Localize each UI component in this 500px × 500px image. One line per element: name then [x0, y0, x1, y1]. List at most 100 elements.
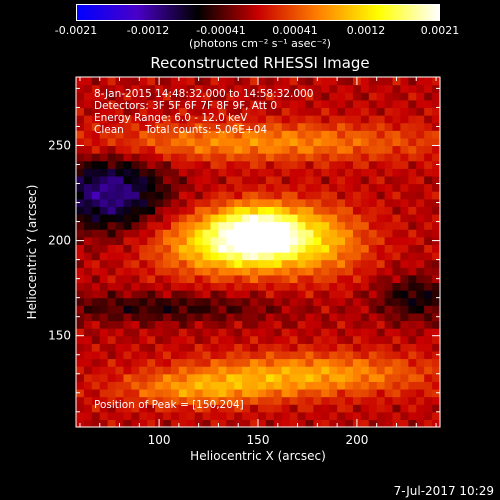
heatmap-cell: [368, 236, 378, 245]
heatmap-cell: [432, 297, 441, 306]
heatmap-cell: [416, 153, 425, 162]
heatmap-cell: [281, 290, 291, 299]
heatmap-cell: [265, 381, 275, 390]
heatmap-cell: [139, 130, 148, 139]
heatmap-cell: [107, 290, 117, 299]
heatmap-cell: [337, 145, 346, 154]
heatmap-cell: [289, 107, 299, 116]
heatmap-cell: [313, 282, 322, 291]
heatmap-cell: [408, 229, 417, 238]
heatmap-cell: [83, 107, 93, 116]
heatmap-cell: [226, 366, 235, 375]
heatmap-cell: [337, 335, 346, 344]
heatmap-cell: [305, 153, 314, 162]
heatmap-cell: [234, 77, 243, 86]
heatmap-cell: [376, 213, 386, 223]
heatmap-cell: [368, 396, 378, 405]
heatmap-cell: [242, 343, 251, 352]
heatmap-cell: [289, 160, 299, 169]
heatmap-cell: [289, 328, 299, 337]
heatmap-cell: [163, 259, 172, 268]
heatmap-cell: [265, 160, 275, 169]
heatmap-cell: [313, 305, 322, 314]
heatmap-cell: [115, 366, 125, 375]
heatmap-cell: [155, 145, 164, 154]
heatmap-cell: [242, 168, 251, 177]
heatmap-cell: [234, 213, 243, 223]
heatmap-cell: [345, 381, 354, 390]
heatmap-cell: [123, 213, 132, 223]
heatmap-cell: [321, 259, 330, 268]
heatmap-cell: [178, 290, 188, 299]
heatmap-cell: [218, 221, 227, 230]
heatmap-cell: [392, 274, 402, 284]
heatmap-cell: [83, 252, 93, 261]
heatmap-cell: [321, 99, 330, 109]
heatmap-cell: [147, 213, 156, 223]
heatmap-cell: [360, 328, 370, 337]
heatmap-cell: [123, 381, 132, 390]
heatmap-cell: [392, 168, 402, 177]
heatmap-cell: [186, 137, 196, 147]
heatmap-cell: [305, 411, 314, 420]
heatmap-cell: [368, 274, 378, 284]
heatmap-cell: [416, 305, 425, 314]
heatmap-cell: [297, 191, 307, 200]
heatmap-cell: [273, 366, 283, 375]
heatmap-cell: [297, 77, 307, 86]
heatmap-cell: [91, 396, 101, 405]
heatmap-cell: [289, 312, 299, 322]
heatmap-cell: [352, 328, 362, 337]
heatmap-cell: [313, 396, 322, 405]
heatmap-cell: [83, 312, 93, 322]
heatmap-cell: [139, 252, 148, 261]
heatmap-cell: [289, 122, 299, 131]
heatmap-cell: [424, 267, 433, 276]
heatmap-cell: [139, 297, 148, 306]
heatmap-cell: [115, 305, 125, 314]
heatmap-cell: [139, 259, 148, 268]
heatmap-cell: [226, 358, 235, 367]
heatmap-cell: [258, 373, 267, 382]
heatmap-cell: [384, 92, 394, 101]
heatmap-cell: [202, 99, 212, 109]
heatmap-cell: [234, 122, 243, 131]
heatmap-cell: [163, 404, 172, 413]
heatmap-cell: [186, 290, 196, 299]
heatmap-cell: [99, 168, 109, 177]
heatmap-cell: [99, 198, 109, 207]
heatmap-cell: [392, 366, 402, 375]
heatmap-cell: [139, 419, 148, 428]
heatmap-cell: [178, 373, 188, 382]
heatmap-cell: [170, 77, 180, 86]
heatmap-cell: [91, 145, 101, 154]
heatmap-cell: [384, 335, 394, 344]
heatmap-cell: [99, 153, 109, 162]
heatmap-cell: [163, 160, 172, 169]
heatmap-cell: [76, 388, 85, 398]
heatmap-cell: [91, 175, 101, 185]
heatmap-cell: [337, 381, 346, 390]
heatmap-cell: [226, 396, 235, 405]
heatmap-cell: [408, 198, 417, 207]
heatmap-cell: [258, 335, 267, 344]
heatmap-cell: [83, 404, 93, 413]
heatmap-cell: [345, 252, 354, 261]
heatmap-cell: [289, 320, 299, 329]
heatmap-cell: [313, 145, 322, 154]
heatmap-cell: [337, 358, 346, 367]
heatmap-cell: [76, 168, 85, 177]
heatmap-cell: [416, 122, 425, 131]
heatmap-cell: [139, 358, 148, 367]
heatmap-cell: [218, 77, 227, 86]
heatmap-cell: [345, 145, 354, 154]
heatmap-cell: [250, 221, 259, 230]
heatmap-cell: [289, 282, 299, 291]
heatmap-cell: [352, 350, 362, 360]
heatmap-cell: [202, 381, 212, 390]
heatmap-cell: [178, 191, 188, 200]
heatmap-cell: [234, 312, 243, 322]
heatmap-cell: [178, 297, 188, 306]
heatmap-cell: [273, 198, 283, 207]
heatmap-cell: [313, 92, 322, 101]
